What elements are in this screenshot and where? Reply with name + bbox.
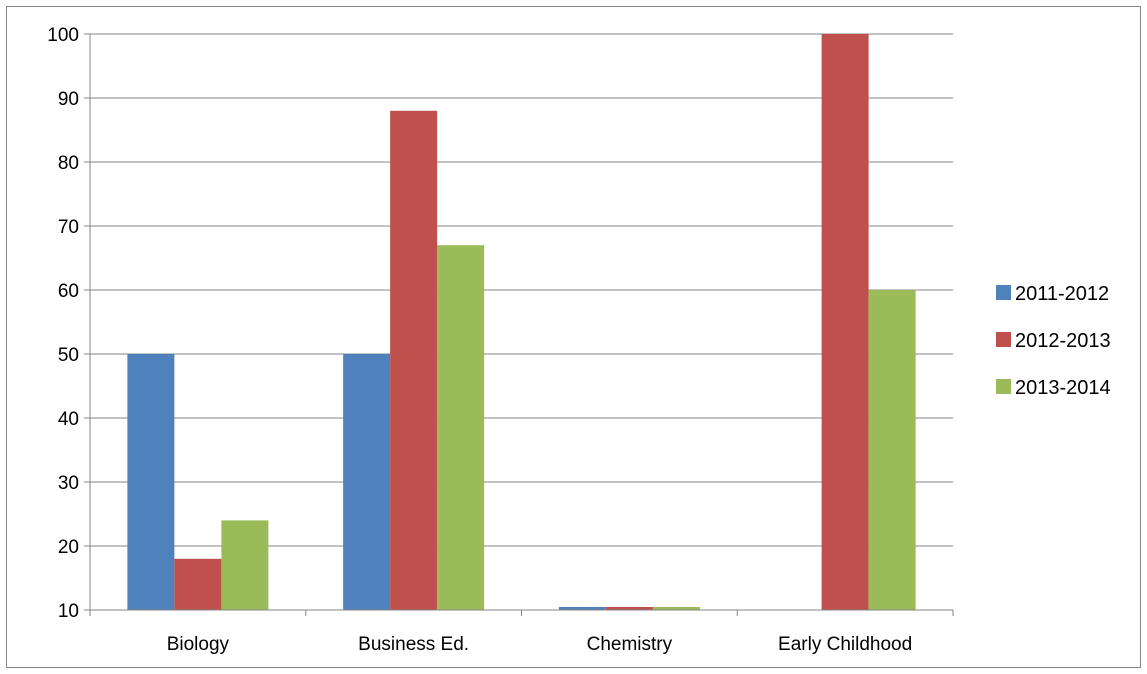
bar-2013-2014-business-ed- [437,245,485,610]
bar-2011-2012-business-ed- [343,354,391,610]
bar-2011-2012-biology [127,354,175,610]
legend-label: 2012-2013 [1015,330,1111,352]
legend-label: 2013-2014 [1015,377,1111,399]
bars [127,34,916,611]
legend-label: 2011-2012 [1015,283,1109,305]
axes [84,33,954,616]
bar-2012-2013-biology [174,558,222,610]
y-tick-label: 30 [58,473,79,494]
x-category-label: Chemistry [587,634,673,655]
bar-2013-2014-early-childhood [868,290,916,610]
y-axis-ticks: 10 20 30 40 50 60 70 80 90 100 [47,25,79,622]
bar-2012-2013-chemistry [605,607,653,610]
chart-frame [6,6,1141,668]
bar-2011-2012-chemistry [558,607,606,610]
bar-2013-2014-chemistry [652,607,700,610]
x-category-label: Biology [167,634,230,655]
y-tick-label: 90 [58,89,79,110]
y-tick-label: 60 [58,281,79,302]
y-tick-label: 40 [58,409,79,430]
legend-swatch [996,285,1011,300]
y-tick-label: 100 [47,25,79,46]
legend-swatch [996,332,1011,347]
y-tick-label: 10 [58,601,79,622]
y-tick-label: 50 [58,345,79,366]
y-tick-label: 80 [58,153,79,174]
bar-2013-2014-biology [221,520,269,610]
bar-2012-2013-business-ed- [390,110,438,611]
x-category-label: Business Ed. [358,634,469,655]
bar-2012-2013-early-childhood [821,34,869,610]
legend-swatch [996,379,1011,394]
legend: 2011-2012 2012-2013 2013-2014 [996,283,1111,399]
x-axis-labels: Biology Business Ed. Chemistry Early Childh… [167,634,912,655]
y-tick-label: 20 [58,537,79,558]
y-tick-label: 70 [58,217,79,238]
x-category-label: Early Childhood [778,634,912,655]
